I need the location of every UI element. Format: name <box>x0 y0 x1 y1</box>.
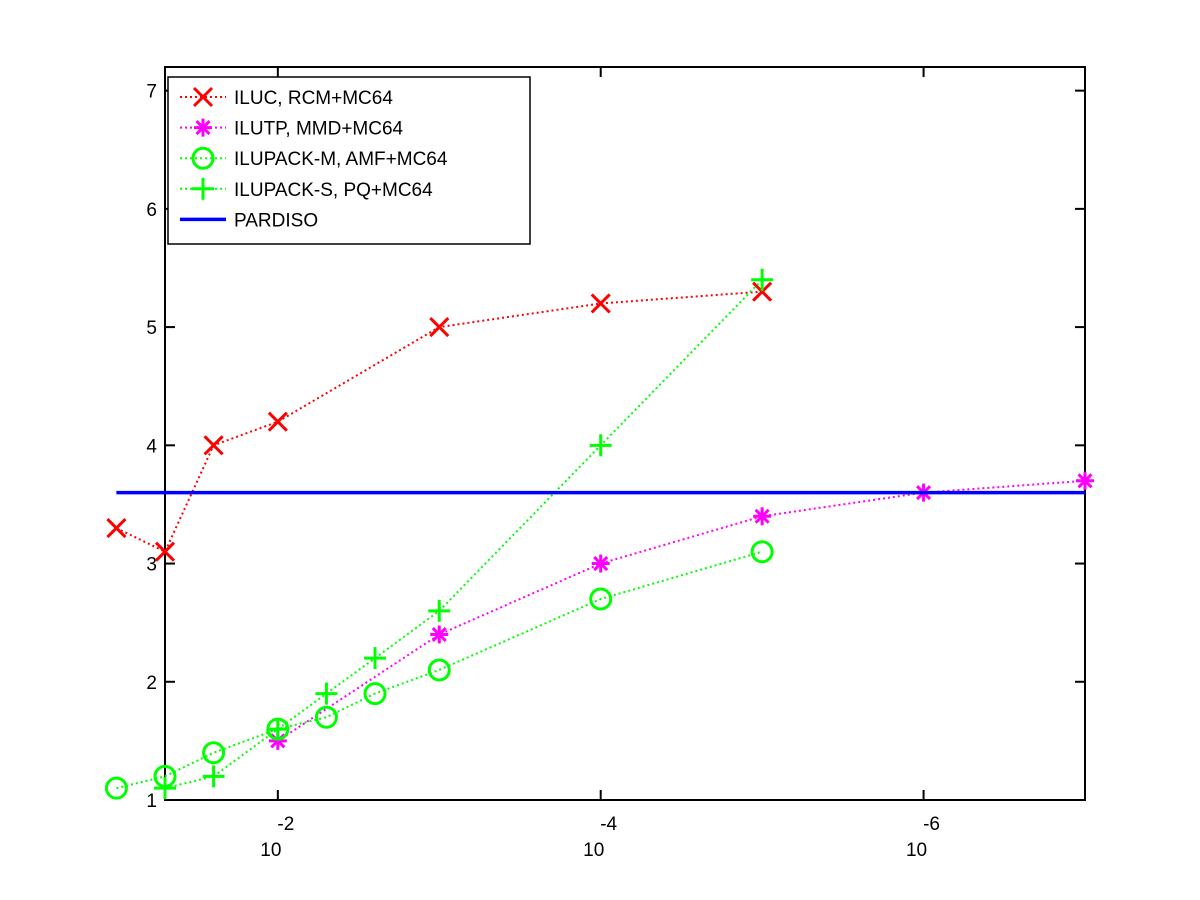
x-tick-label-base: 10 <box>583 840 604 861</box>
y-tick-label: 1 <box>146 791 157 812</box>
circle-marker <box>589 587 613 611</box>
plot-area <box>164 66 1086 801</box>
y-tick-label: 6 <box>146 200 157 221</box>
x-tick-label-exponent: -6 <box>923 814 940 835</box>
legend-entry: ILUC, RCM+MC64 <box>180 86 393 109</box>
series-line <box>277 479 1086 742</box>
plus-marker <box>266 718 289 741</box>
asterisk-marker <box>430 625 449 644</box>
series-2 <box>104 540 774 800</box>
plus-marker <box>154 777 176 800</box>
series-line <box>115 290 763 554</box>
legend-entry: ILUPACK-S, PQ+MC64 <box>180 177 433 201</box>
x-tick-label-base: 10 <box>260 840 281 861</box>
x-marker <box>106 518 127 539</box>
y-tick-label: 2 <box>146 673 157 694</box>
plus-marker <box>315 682 338 705</box>
circle-marker <box>191 146 215 170</box>
circle-marker <box>427 658 451 682</box>
legend-entry: PARDISO <box>180 210 318 231</box>
plus-marker <box>192 177 214 200</box>
y-tick-label: 3 <box>146 555 157 576</box>
x-marker <box>203 435 224 456</box>
plus-marker <box>751 268 774 291</box>
legend-entry: ILUTP, MMD+MC64 <box>180 118 404 140</box>
plot-frame <box>164 66 1086 801</box>
x-tick-label-base: 10 <box>906 840 927 861</box>
asterisk-marker <box>591 554 610 573</box>
legend-label: PARDISO <box>234 210 318 231</box>
asterisk-marker <box>1076 471 1094 490</box>
plus-marker <box>364 647 387 670</box>
circle-marker <box>750 540 774 564</box>
x-marker <box>429 317 450 338</box>
series-line <box>116 550 763 790</box>
circle-marker <box>314 705 338 729</box>
series-3 <box>154 268 774 800</box>
circle-marker <box>363 682 387 706</box>
asterisk-marker <box>194 118 212 137</box>
y-tick-label: 4 <box>146 436 157 457</box>
plus-marker <box>428 599 451 622</box>
legend: ILUC, RCM+MC64 ILUTP, MMD+MC64 ILUPACK-M, … <box>167 76 531 245</box>
legend-entry: ILUPACK-M, AMF+MC64 <box>180 146 448 170</box>
plus-marker <box>589 434 612 457</box>
legend-box <box>167 76 531 245</box>
x-tick-label-exponent: -2 <box>277 814 294 835</box>
asterisk-marker <box>753 507 772 526</box>
x-axis: 10 -2 10 -4 10 -6 <box>260 67 940 861</box>
x-marker <box>267 411 288 432</box>
plus-marker <box>202 765 225 788</box>
series-0 <box>106 281 773 562</box>
x-marker <box>192 86 214 108</box>
circle-marker <box>104 776 128 800</box>
circle-marker <box>202 741 226 765</box>
y-tick-label: 7 <box>146 82 157 103</box>
series-1 <box>268 471 1094 750</box>
x-marker <box>154 541 176 562</box>
series-line <box>164 279 763 790</box>
legend-label: ILUPACK-S, PQ+MC64 <box>234 180 433 201</box>
legend-label: ILUC, RCM+MC64 <box>234 88 393 109</box>
x-marker <box>752 281 773 302</box>
legend-label: ILUTP, MMD+MC64 <box>234 119 404 140</box>
x-tick-label-exponent: -4 <box>600 814 617 835</box>
legend-label: ILUPACK-M, AMF+MC64 <box>234 149 448 170</box>
y-tick-label: 5 <box>146 318 157 339</box>
x-marker <box>590 293 611 314</box>
series-layer <box>104 268 1094 800</box>
